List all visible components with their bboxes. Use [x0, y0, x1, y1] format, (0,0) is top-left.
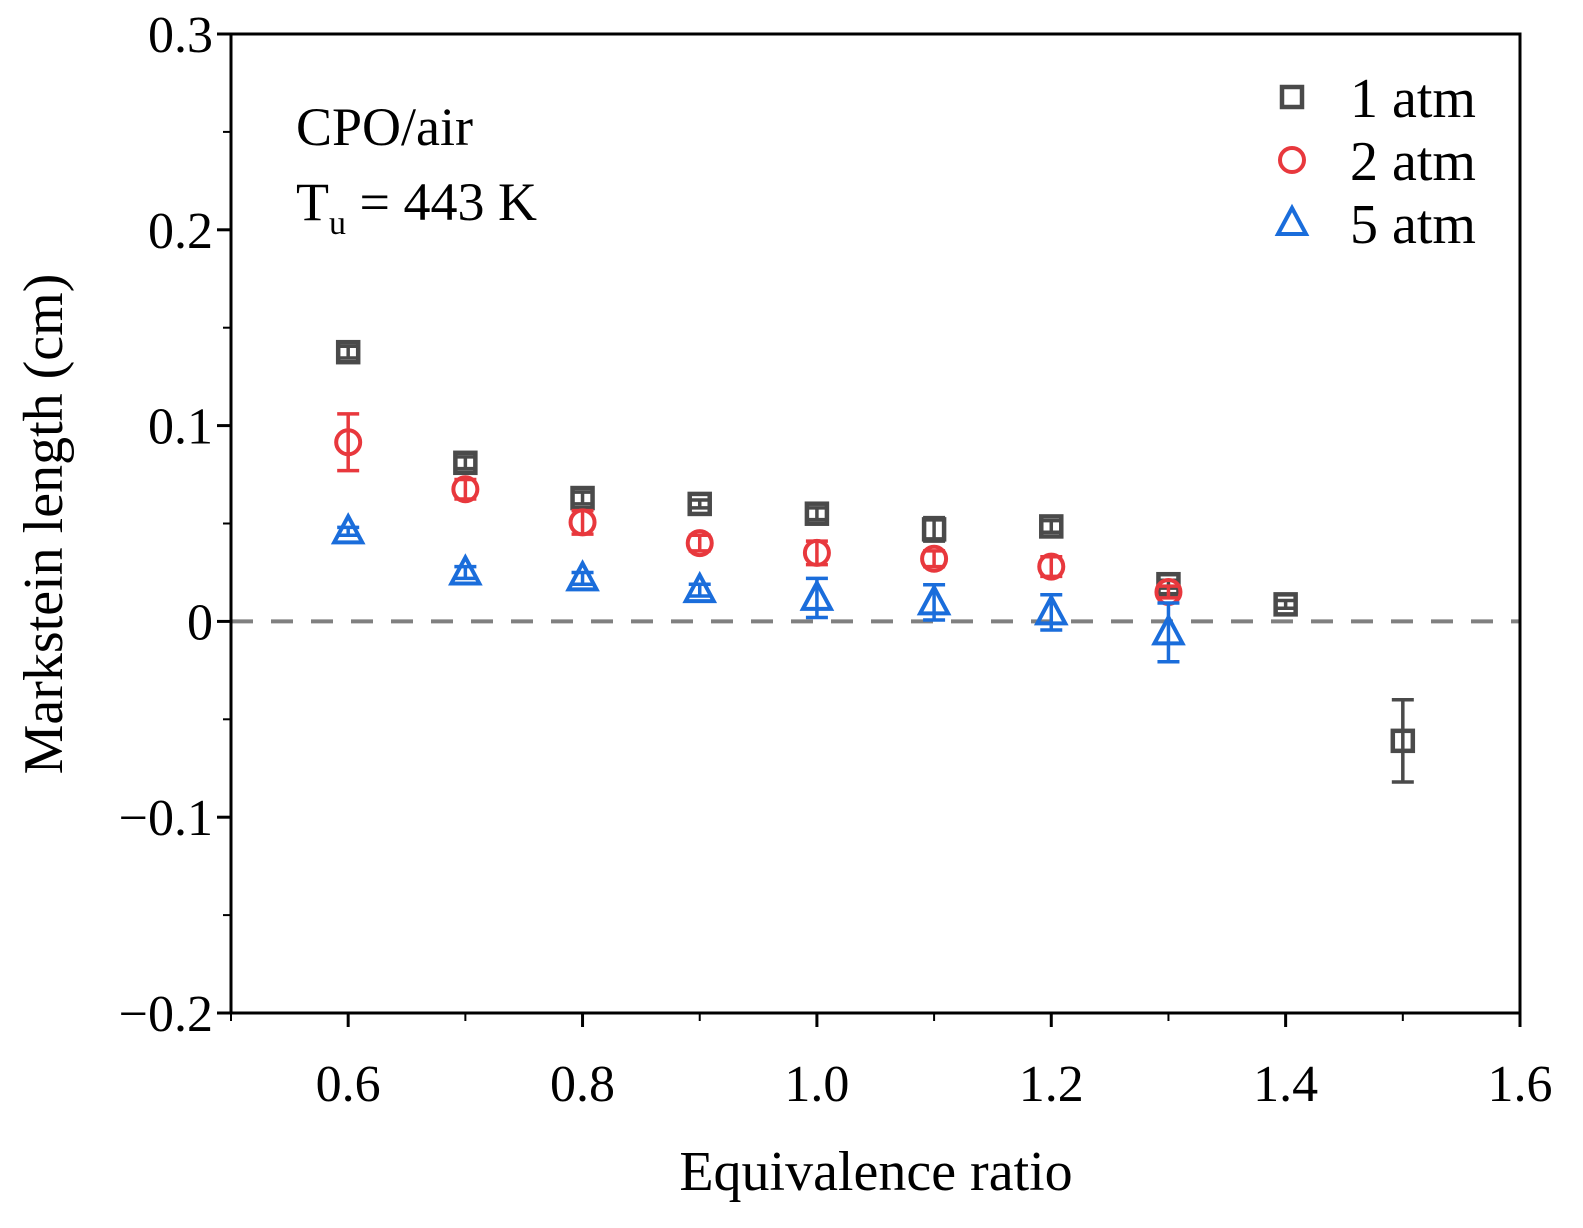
y-tick-label: 0.2 — [148, 203, 213, 260]
data-point — [568, 508, 597, 537]
data-point — [799, 578, 835, 611]
series-1-atm — [335, 339, 1416, 784]
axes: −0.2 −0.1 0 0.1 0.2 0.3 0.6 0.8 1.0 1.2 1.4 1.6 — [119, 7, 1553, 1113]
x-tick-label: 1.4 — [1253, 1056, 1318, 1113]
annotation-value: = 443 K — [346, 172, 537, 232]
data-point — [1390, 728, 1416, 754]
series-2-atm — [334, 412, 1183, 607]
data-point — [453, 450, 478, 476]
legend-marker — [1274, 203, 1310, 236]
data-point — [804, 501, 830, 526]
x-tick-label: 1.6 — [1488, 1056, 1553, 1113]
x-axis-label: Equivalence ratio — [679, 1141, 1072, 1203]
y-tick-label: 0.1 — [148, 399, 213, 456]
data-point — [685, 529, 714, 558]
data-point — [682, 570, 718, 604]
legend-label: 2 atm — [1350, 131, 1476, 193]
legend-marker — [1278, 146, 1306, 174]
annotation-temperature: Tu = 443 K — [296, 172, 537, 242]
legend-label: 1 atm — [1350, 68, 1476, 130]
data-point — [687, 491, 712, 517]
data-point — [565, 559, 600, 592]
data-point — [570, 485, 595, 511]
data-point — [1033, 593, 1069, 626]
data-point — [334, 428, 363, 457]
legend-label: 5 atm — [1350, 194, 1476, 256]
data-point — [916, 583, 952, 616]
y-tick-label: 0 — [187, 594, 213, 651]
data-point — [330, 512, 366, 545]
data-point — [1037, 552, 1066, 581]
data-point — [802, 538, 831, 567]
x-tick-label: 0.8 — [550, 1056, 615, 1113]
y-tick-label: −0.1 — [119, 790, 213, 847]
data-point — [1039, 514, 1064, 539]
x-tick-label: 1.0 — [784, 1056, 849, 1113]
y-tick-label: 0.3 — [148, 7, 213, 64]
y-axis-label: Markstein length (cm) — [13, 274, 75, 775]
series-5-atm — [330, 512, 1186, 664]
x-tick-label: 0.6 — [316, 1056, 381, 1113]
y-tick-label: −0.2 — [119, 986, 213, 1043]
data-point — [1273, 592, 1298, 617]
data-point — [448, 553, 483, 586]
annotation-sub: u — [329, 205, 346, 242]
data-point — [451, 475, 480, 504]
x-tick-label: 1.2 — [1019, 1056, 1084, 1113]
legend-marker — [1279, 84, 1305, 110]
data-point — [1151, 613, 1186, 646]
data-point — [920, 544, 949, 573]
data-point — [921, 517, 947, 542]
plot-marks — [231, 339, 1520, 784]
annotation-t: T — [296, 172, 329, 232]
data-point — [335, 339, 361, 365]
annotation-fuel: CPO/air — [296, 97, 473, 157]
